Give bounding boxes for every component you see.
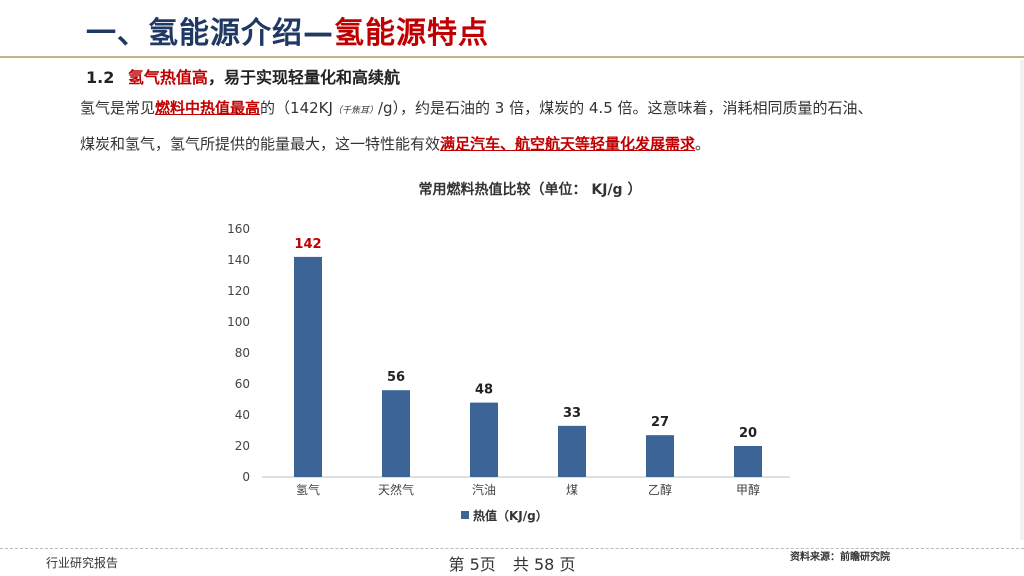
- x-tick-label-4: 乙醇: [648, 482, 672, 497]
- y-tick-label: 40: [235, 408, 250, 422]
- page-indicator: 第 5页 共 58 页: [0, 551, 1024, 575]
- page-title-part1: 一、氢能源介绍—: [86, 16, 334, 51]
- para-text-2: 的（142KJ: [260, 99, 333, 117]
- data-label-3: 33: [563, 406, 581, 421]
- title-underline: [0, 56, 1024, 58]
- bar-5: [734, 446, 762, 477]
- para-unit-note: （千焦耳）: [332, 106, 378, 116]
- data-label-1: 56: [387, 370, 405, 385]
- section-subtitle: 1.2 氢气热值高，易于实现轻量化和高续航: [86, 64, 400, 88]
- y-tick-label: 140: [227, 253, 250, 267]
- source-note: 资料来源：前瞻研究院: [790, 552, 890, 563]
- section-subtitle-rest: ，易于实现轻量化和高续航: [207, 68, 400, 87]
- x-tick-label-0: 氢气: [296, 482, 320, 497]
- section-highlight: 氢气热值高: [127, 68, 208, 87]
- y-tick-label: 80: [235, 346, 250, 360]
- x-tick-label-1: 天然气: [378, 482, 414, 497]
- y-tick-label: 0: [242, 470, 250, 484]
- data-label-5: 20: [739, 426, 757, 441]
- footer-divider: [0, 548, 1024, 549]
- y-tick-label: 60: [235, 377, 250, 391]
- bar-0: [294, 256, 322, 477]
- para-text-3: /g），约是石油的 3 倍，煤炭的 4.5 倍。这意味着，消耗相同质量的石油、: [377, 99, 873, 117]
- y-tick-label: 20: [235, 439, 250, 453]
- y-tick-label: 160: [227, 222, 250, 236]
- fuel-heat-chart: 常用燃料热值比较（单位： KJ/g ） 0 20 40 60 80 100 120 140 160…: [220, 170, 820, 535]
- bar-4: [646, 435, 674, 477]
- data-label-4: 27: [651, 415, 669, 430]
- title-bar: 一、氢能源介绍—氢能源特点: [0, 0, 1024, 58]
- para-text-4: 煤炭和氢气，氢气所提供的能量最大，这一特性能有效: [80, 135, 441, 153]
- chart-svg: 常用燃料热值比较（单位： KJ/g ） 0 20 40 60 80 100 120 140 160…: [227, 181, 790, 523]
- body-paragraph: 氢气是常见燃料中热值最高的（142KJ（千焦耳）/g），约是石油的 3 倍，煤炭…: [80, 92, 1020, 161]
- legend-swatch: [461, 511, 469, 519]
- bar-1: [382, 390, 410, 477]
- right-edge-strip: [1020, 60, 1024, 540]
- x-tick-label-5: 甲醇: [736, 482, 760, 497]
- page-title: 一、氢能源介绍—氢能源特点: [86, 8, 489, 52]
- para-text-1: 氢气是常见: [80, 99, 156, 117]
- chart-title: 常用燃料热值比较（单位： KJ/g ）: [419, 181, 642, 198]
- x-tick-label-3: 煤: [566, 483, 578, 497]
- y-tick-label: 120: [227, 284, 250, 298]
- section-number: 1.2: [86, 68, 115, 87]
- data-label-2: 48: [475, 383, 493, 398]
- page-total: 共 58 页: [512, 555, 576, 574]
- data-label-0: 142: [294, 237, 321, 252]
- legend-label: 热值（KJ/g）: [473, 508, 548, 523]
- para-highlight-2: 满足汽车、航空航天等轻量化发展需求: [440, 135, 696, 153]
- x-tick-label-2: 汽油: [472, 482, 496, 497]
- bar-2: [470, 402, 498, 477]
- page-number: 第 5页: [448, 555, 496, 574]
- page-title-part2: 氢能源特点: [334, 16, 489, 51]
- para-highlight-1: 燃料中热值最高: [155, 99, 261, 117]
- y-tick-label: 100: [227, 315, 250, 329]
- bar-3: [558, 425, 586, 477]
- footer-report-label: 行业研究报告: [46, 556, 119, 570]
- para-text-5: 。: [695, 135, 711, 153]
